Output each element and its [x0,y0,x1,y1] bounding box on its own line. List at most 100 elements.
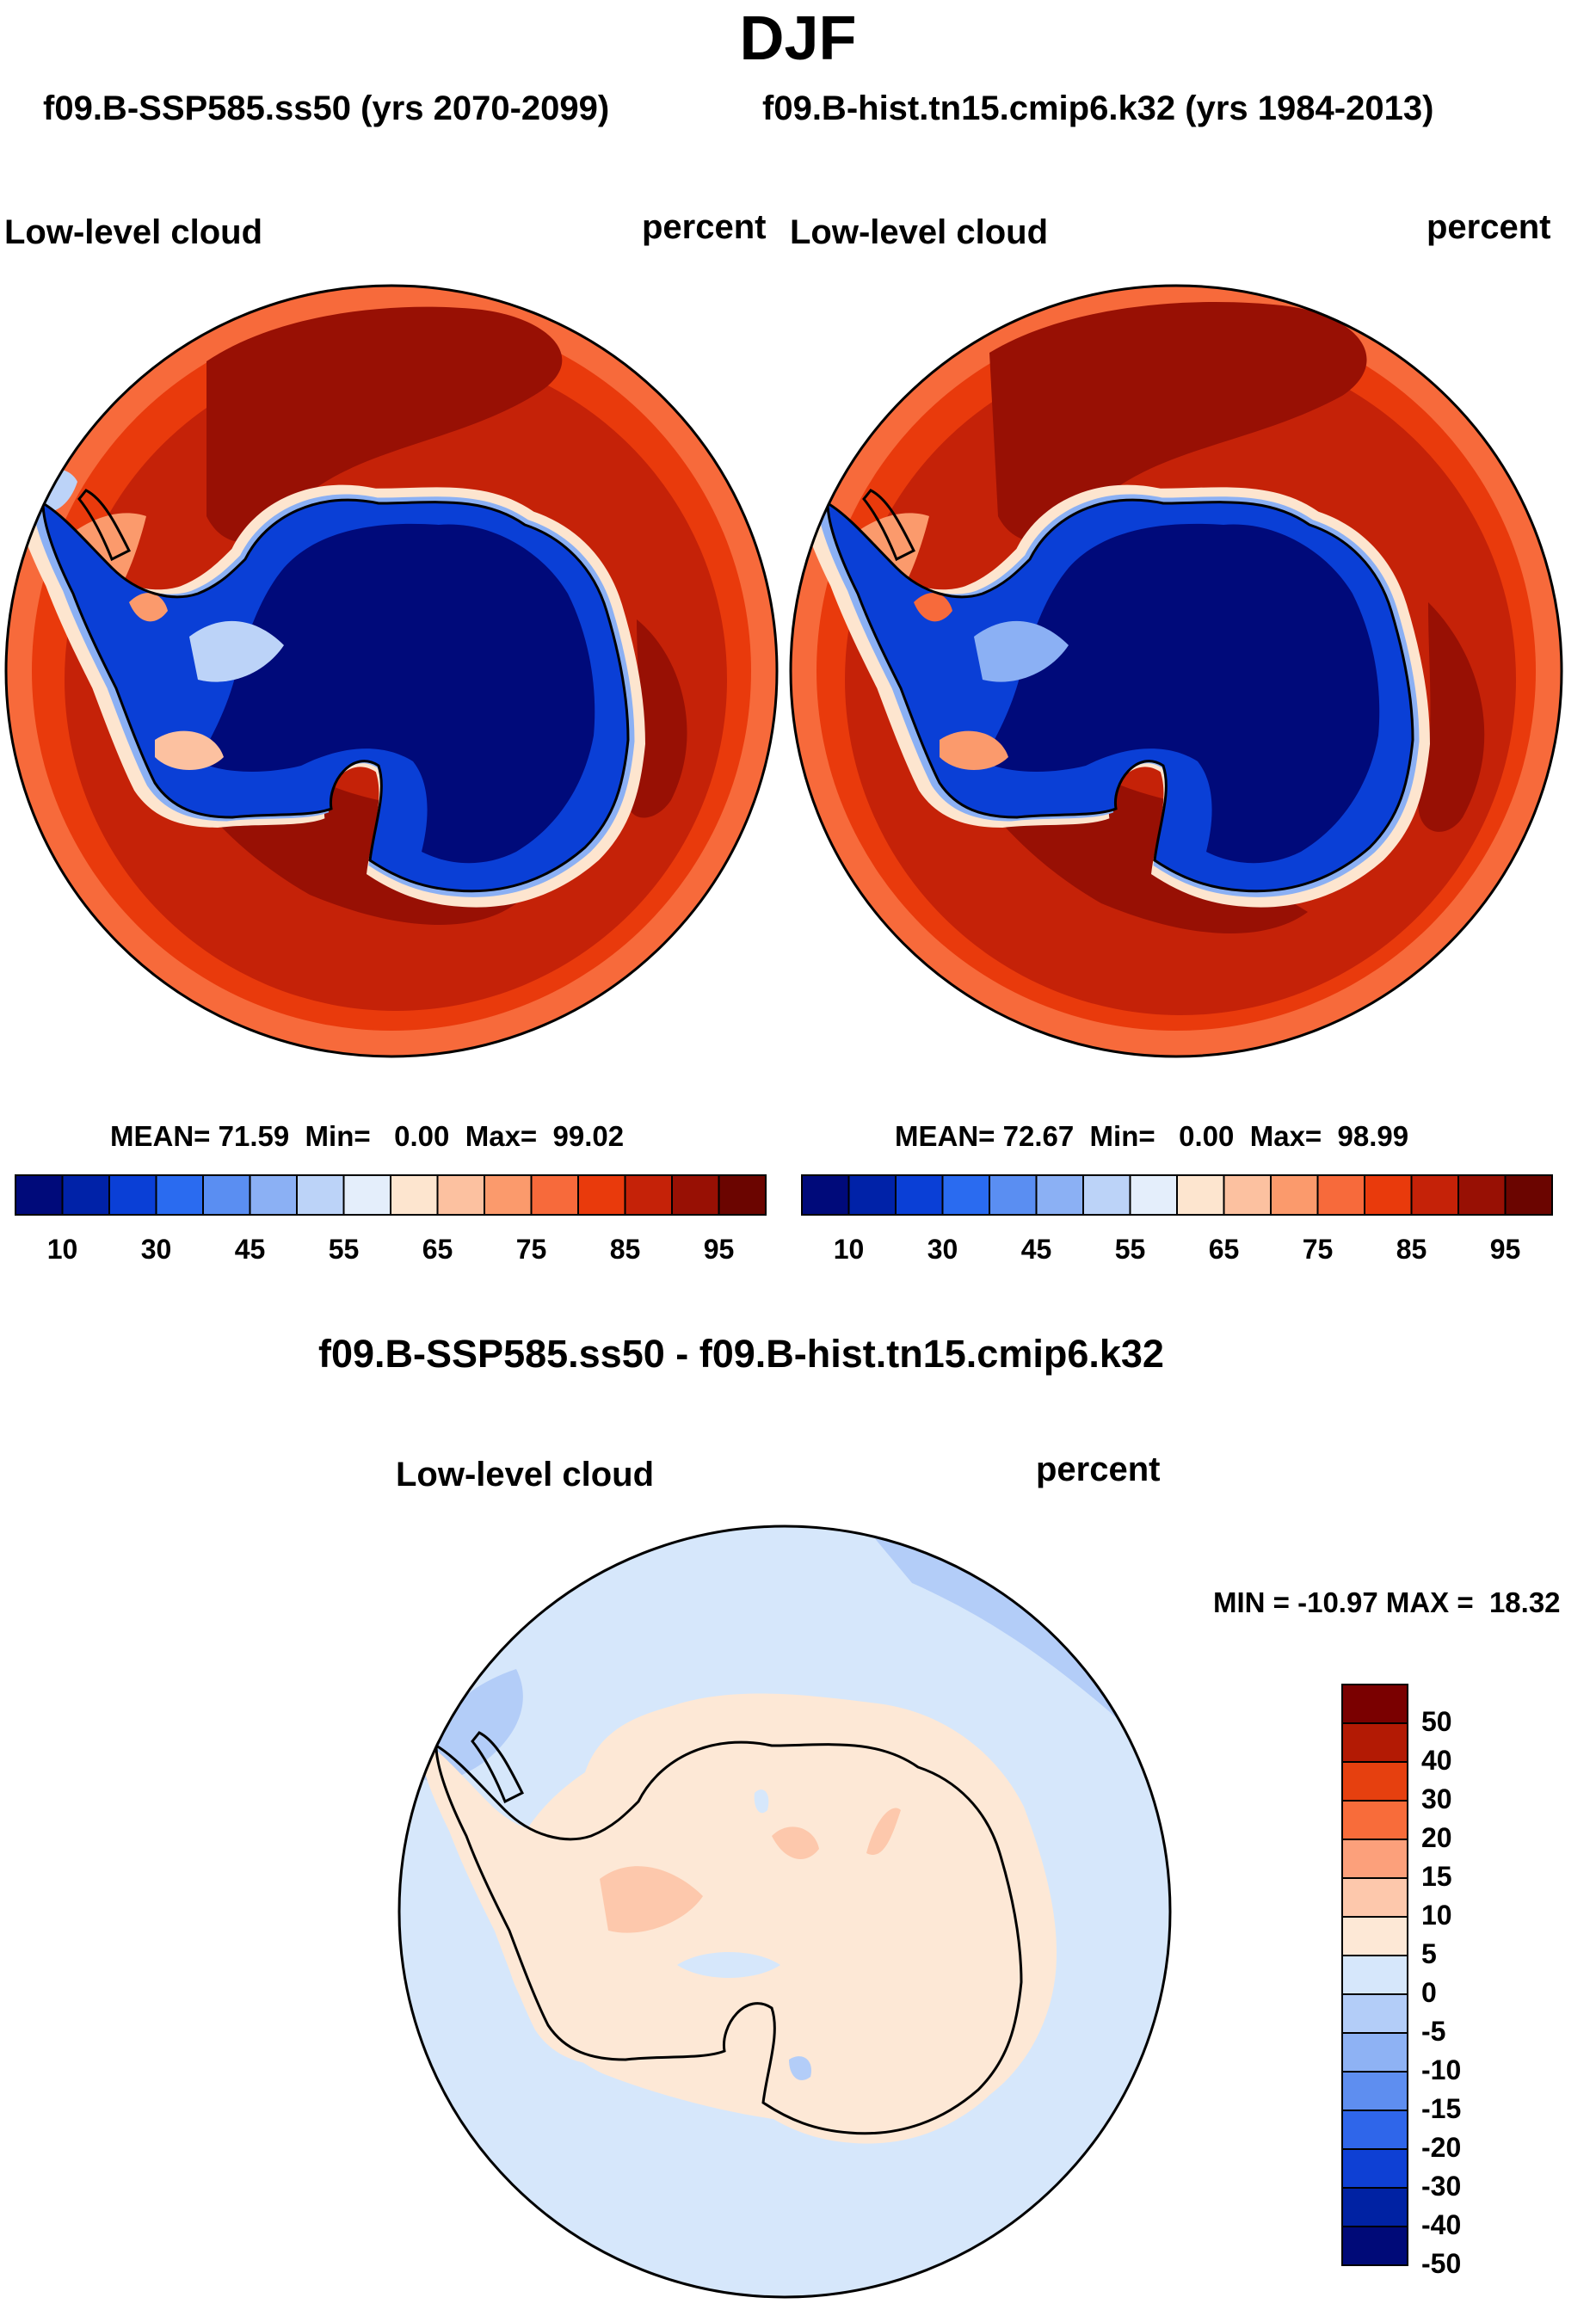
colorbar-b-swatch [1035,1174,1084,1216]
colorbar-a-label: 75 [515,1234,547,1265]
colorbar-a-swatch [249,1174,298,1216]
colorbar-b-label: 55 [1114,1234,1146,1265]
colorbar-b [801,1174,1553,1216]
panel-b-stats: MEAN= 72.67 Min= 0.00 Max= 98.99 [895,1120,1408,1153]
colorbar-a-swatch [530,1174,579,1216]
colorbar-a-swatch [436,1174,485,1216]
colorbar-b-swatch [1176,1174,1225,1216]
colorbar-a [15,1174,767,1216]
diff-colorbar-label: 0 [1421,1977,1437,2008]
panel-a-map [6,286,777,1056]
diff-colorbar-label: -20 [1421,2132,1462,2163]
diff-colorbar-swatch [1341,2110,1408,2150]
panel-b-max: 98.99 [1337,1120,1409,1152]
panel-a-stats: MEAN= 71.59 Min= 0.00 Max= 99.02 [110,1120,624,1153]
colorbar-a-label: 95 [703,1234,735,1265]
colorbar-a-swatch [624,1174,673,1216]
diff-map-border [397,1524,1172,2299]
diff-colorbar-label: 30 [1421,1783,1452,1814]
colorbar-a-label: 45 [234,1234,266,1265]
diff-colorbar-label: 40 [1421,1745,1452,1776]
panel-a-mean: 71.59 [218,1120,290,1152]
panel-a-units: percent [642,208,767,246]
diff-map [399,1526,1170,2297]
colorbar-a-swatch [484,1174,533,1216]
panel-b-map-border [789,284,1563,1058]
panel-a-mean-label: MEAN= [110,1120,211,1152]
diff-colorbar-swatch [1341,2187,1408,2227]
colorbar-a-swatch [296,1174,345,1216]
diff-colorbar-label: -15 [1421,2093,1462,2124]
colorbar-a-swatch [671,1174,720,1216]
diff-colorbar-label: -30 [1421,2171,1462,2202]
colorbar-b-swatch [1504,1174,1553,1216]
colorbar-b-swatch [1082,1174,1131,1216]
colorbar-a-label: 55 [328,1234,360,1265]
diff-colorbar-swatch [1341,1993,1408,2034]
panel-a-variable: Low-level cloud [4,213,263,251]
panel-a-max: 99.02 [552,1120,625,1152]
colorbar-a-swatch [61,1174,110,1216]
colorbar-a-swatch [202,1174,251,1216]
diff-colorbar-label: 20 [1421,1822,1452,1853]
colorbar-b-swatch [1316,1174,1365,1216]
panel-b-units: percent [1427,208,1551,246]
diff-colorbar-swatch [1341,2032,1408,2073]
colorbar-b-swatch [1410,1174,1459,1216]
panel-a-max-label: Max= [465,1120,538,1152]
panel-b-map [791,286,1562,1056]
diff-colorbar-label: 15 [1421,1861,1452,1892]
diff-colorbar-label: 5 [1421,1938,1437,1969]
panel-a-min: 0.00 [394,1120,450,1152]
diff-colorbar-swatch [1341,1877,1408,1918]
diff-colorbar-label: -40 [1421,2209,1462,2240]
main-title: DJF [739,4,857,73]
panel-b-min: 0.00 [1179,1120,1235,1152]
diff-colorbar-swatch [1341,2071,1408,2111]
colorbar-b-swatch [941,1174,990,1216]
diff-colorbar-swatch [1341,1684,1408,1724]
panel-b-case-title: f09.B-hist.tn15.cmip6.k32 (yrs 1984-2013… [762,89,1434,127]
diff-colorbar-label: -50 [1421,2248,1462,2279]
diff-colorbar [1341,1684,1408,2266]
diff-minmax: MIN = -10.97 MAX = 18.32 [1213,1586,1561,1618]
diff-colorbar-swatch [1341,1916,1408,1956]
colorbar-a-swatch [155,1174,204,1216]
colorbar-b-swatch [989,1174,1038,1216]
diff-colorbar-swatch [1341,1722,1408,1763]
colorbar-b-swatch [847,1174,897,1216]
diff-variable: Low-level cloud [396,1456,655,1494]
diff-colorbar-swatch [1341,1839,1408,1879]
diff-colorbar-swatch [1341,2226,1408,2266]
colorbar-b-swatch [895,1174,944,1216]
colorbar-b-label: 65 [1208,1234,1240,1265]
colorbar-a-swatch [718,1174,767,1216]
colorbar-a-swatch [342,1174,391,1216]
colorbar-b-swatch [1270,1174,1319,1216]
panel-b-variable: Low-level cloud [790,213,1049,251]
panel-a-case-title: f09.B-SSP585.ss50 (yrs 2070-2099) [43,89,610,127]
colorbar-b-swatch [1457,1174,1507,1216]
panel-a-min-label: Min= [305,1120,371,1152]
colorbar-b-label: 30 [927,1234,958,1265]
colorbar-b-swatch [1129,1174,1178,1216]
colorbar-a-swatch [108,1174,157,1216]
colorbar-a-label: 65 [422,1234,453,1265]
colorbar-b-label: 85 [1396,1234,1427,1265]
colorbar-b-swatch [1364,1174,1413,1216]
diff-colorbar-swatch [1341,2148,1408,2189]
colorbar-b-swatch [1223,1174,1272,1216]
panel-b-mean: 72.67 [1002,1120,1075,1152]
diff-colorbar-label: -10 [1421,2054,1462,2085]
colorbar-a-label: 85 [609,1234,641,1265]
colorbar-b-label: 10 [833,1234,865,1265]
colorbar-b-label: 75 [1302,1234,1334,1265]
panel-b-min-label: Min= [1089,1120,1155,1152]
panel-a-map-border [4,284,779,1058]
colorbar-a-swatch [15,1174,64,1216]
diff-colorbar-label: 50 [1421,1706,1452,1737]
diff-colorbar-swatch [1341,1955,1408,1995]
colorbar-a-label: 30 [140,1234,172,1265]
panel-b-mean-label: MEAN= [895,1120,995,1152]
